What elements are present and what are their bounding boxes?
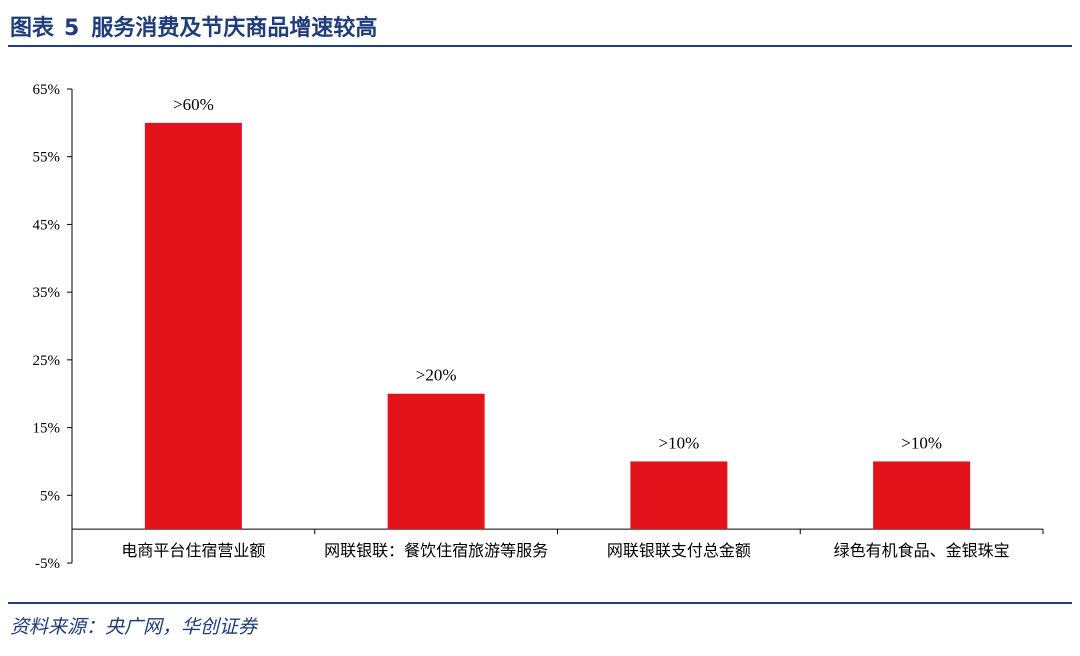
bar (873, 461, 971, 530)
figure-title-prefix: 图表 (10, 16, 55, 41)
header-divider (8, 45, 1072, 47)
bar-chart: 65% 55% 45% 35% 25% 15% 5% -5% >60% 电商平台住宿营业额 >20%… (33, 82, 1044, 572)
category-label: 绿色有机食品、金银珠宝 (834, 541, 1010, 560)
y-tick-label: -5% (35, 556, 60, 572)
y-tick-label: 15% (33, 421, 61, 437)
data-label: >20% (416, 366, 457, 385)
bar (144, 122, 242, 530)
y-tick-label: 65% (33, 82, 61, 98)
y-tick-label: 55% (33, 150, 61, 166)
category-label: 网联银联：餐饮住宿旅游等服务 (324, 541, 548, 560)
category-label: 网联银联支付总金额 (607, 541, 751, 560)
data-label: >60% (173, 95, 214, 114)
figure-title-text: 服务消费及节庆商品增速较高 (91, 16, 378, 41)
footer-divider (8, 602, 1072, 604)
bar (630, 461, 728, 530)
source-note: 资料来源：央广网，华创证券 (10, 616, 258, 638)
y-tick-label: 45% (33, 217, 61, 233)
figure-title-number: 5 (64, 16, 80, 41)
bar (387, 393, 485, 530)
y-tick-label: 5% (40, 488, 60, 504)
figure-title: 图表 5 服务消费及节庆商品增速较高 (10, 12, 377, 46)
category-label: 电商平台住宿营业额 (121, 541, 265, 560)
y-tick-label: 25% (33, 353, 61, 369)
data-label: >10% (659, 433, 700, 452)
data-label: >10% (901, 433, 942, 452)
y-tick-label: 35% (33, 285, 61, 301)
